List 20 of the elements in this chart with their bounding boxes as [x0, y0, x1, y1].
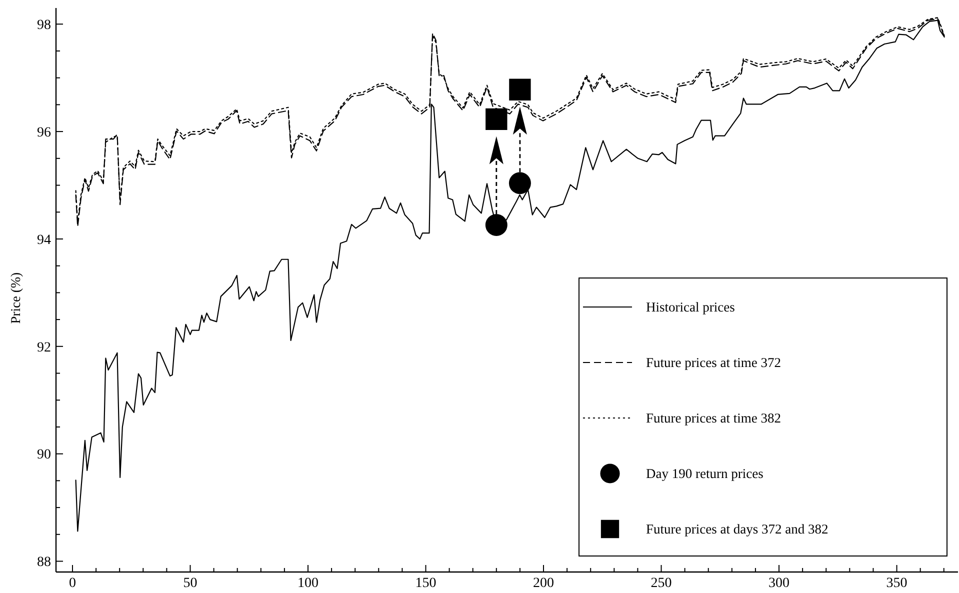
x-tick-label: 300 — [768, 576, 790, 591]
x-tick-label: 150 — [415, 576, 436, 591]
legend-label: Future prices at time 382 — [646, 410, 781, 426]
x-tick-label: 50 — [183, 576, 198, 591]
y-tick-label: 94 — [37, 232, 51, 248]
legend-label: Historical prices — [646, 300, 735, 315]
y-tick-label: 90 — [37, 448, 51, 463]
legend-label: Day 190 return prices — [646, 466, 764, 482]
x-tick-label: 250 — [650, 576, 672, 591]
x-tick-label: 200 — [533, 576, 554, 591]
y-tick-label: 98 — [37, 18, 51, 34]
y-tick-label: 92 — [37, 340, 51, 356]
y-axis-title: Price (%) — [8, 272, 23, 324]
y-tick-label: 88 — [37, 555, 51, 570]
x-tick-label: 100 — [297, 576, 318, 591]
legend-label: Future prices at time 372 — [646, 355, 781, 370]
legend-label: Future prices at days 372 and 382 — [646, 522, 828, 537]
x-tick-label: 350 — [886, 576, 908, 591]
y-tick-label: 96 — [37, 125, 51, 140]
x-tick-label: 0 — [68, 576, 76, 591]
